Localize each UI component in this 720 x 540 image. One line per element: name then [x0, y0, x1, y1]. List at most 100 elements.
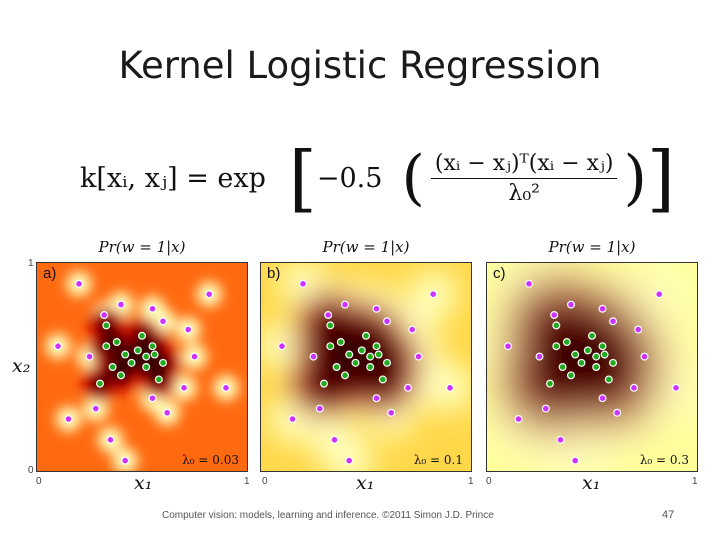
class0-point: [504, 342, 513, 351]
class1-point: [102, 342, 111, 351]
class0-point: [571, 456, 580, 465]
class1-point: [577, 358, 586, 367]
left-paren: (: [382, 143, 425, 213]
class0-point: [288, 415, 297, 424]
panel-a-x-label: x₁: [134, 472, 153, 494]
class1-point: [604, 375, 613, 384]
class1-point: [372, 342, 381, 351]
slide-footer: Computer vision: models, learning and in…: [162, 510, 494, 521]
class0-point: [613, 408, 622, 417]
panel-b: b) λ₀ = 0.1: [260, 262, 472, 472]
panel-c-x-tick-1: 1: [692, 476, 698, 487]
panel-a-title: Pr(w = 1|x): [98, 238, 186, 256]
class0-point: [640, 352, 649, 361]
class1-point: [608, 358, 617, 367]
class0-point: [330, 435, 339, 444]
y-tick-bottom: 0: [28, 465, 34, 476]
class1-point: [583, 346, 592, 355]
panel-c-x-tick-0: 0: [486, 476, 492, 487]
panel-c-label: c): [493, 265, 506, 282]
panel-b-label: b): [267, 265, 281, 282]
class1-point: [340, 371, 349, 380]
class1-point: [345, 350, 354, 359]
class1-point: [150, 350, 159, 359]
class0-point: [345, 456, 354, 465]
class1-point: [357, 346, 366, 355]
page-number: 47: [662, 509, 675, 521]
class0-point: [556, 435, 565, 444]
panel-a-plot: [37, 263, 247, 471]
class1-point: [592, 362, 601, 371]
left-bracket: [: [265, 136, 317, 220]
class0-point: [91, 404, 100, 413]
class1-point: [95, 379, 104, 388]
panel-a-lambda: λ₀ = 0.03: [182, 453, 239, 467]
panel-b-x-tick-0: 0: [262, 476, 268, 487]
class0-point: [85, 352, 94, 361]
class1-point: [366, 352, 375, 361]
class1-point: [374, 350, 383, 359]
class0-point: [158, 317, 167, 326]
class1-point: [121, 350, 130, 359]
class1-point: [552, 342, 561, 351]
equation-fraction: (xᵢ − xⱼ)ᵀ(xᵢ − xⱼ) λ₀²: [430, 151, 618, 206]
class0-point: [205, 290, 214, 299]
class0-point: [634, 325, 643, 334]
class0-point: [514, 415, 523, 424]
class0-point: [148, 394, 157, 403]
class0-point: [106, 435, 115, 444]
class0-point: [541, 404, 550, 413]
equation-numerator: (xᵢ − xⱼ)ᵀ(xᵢ − xⱼ): [430, 151, 618, 179]
right-paren: ): [623, 143, 647, 213]
class0-point: [672, 383, 681, 392]
class1-point: [598, 342, 607, 351]
class1-point: [366, 362, 375, 371]
class0-point: [655, 290, 664, 299]
panel-b-lambda: λ₀ = 0.1: [413, 453, 463, 467]
panel-a: a) λ₀ = 0.03: [36, 262, 248, 472]
class0-point: [64, 415, 73, 424]
slide-title: Kernel Logistic Regression: [118, 44, 602, 87]
class0-point: [630, 383, 639, 392]
class1-point: [332, 362, 341, 371]
panel-a-x-tick-0: 0: [36, 476, 42, 487]
class1-point: [142, 352, 151, 361]
class0-point: [184, 325, 193, 334]
equation-lhs: k[xᵢ, xⱼ] = exp: [80, 162, 266, 194]
class1-point: [336, 338, 345, 347]
class0-point: [598, 304, 607, 313]
class1-point: [571, 350, 580, 359]
class0-point: [190, 352, 199, 361]
class1-point: [600, 350, 609, 359]
class0-point: [100, 310, 109, 319]
panel-a-x-tick-1: 1: [244, 476, 250, 487]
class0-point: [414, 352, 423, 361]
class0-point: [446, 383, 455, 392]
class0-point: [387, 408, 396, 417]
class0-point: [74, 279, 83, 288]
class0-point: [148, 304, 157, 313]
panel-c-lambda: λ₀ = 0.3: [639, 453, 689, 467]
panel-b-plot: [261, 263, 471, 471]
class0-point: [372, 394, 381, 403]
class0-point: [566, 300, 575, 309]
class0-point: [429, 290, 438, 299]
class1-point: [326, 342, 335, 351]
class0-point: [382, 317, 391, 326]
class1-point: [587, 331, 596, 340]
class1-point: [116, 371, 125, 380]
equation-denominator: λ₀²: [508, 180, 540, 206]
class0-point: [550, 310, 559, 319]
class0-point: [324, 310, 333, 319]
class0-point: [608, 317, 617, 326]
class0-point: [54, 342, 63, 351]
class0-point: [121, 456, 130, 465]
class1-point: [148, 342, 157, 351]
class1-point: [158, 358, 167, 367]
class1-point: [351, 358, 360, 367]
class0-point: [404, 383, 413, 392]
class0-point: [298, 279, 307, 288]
class0-point: [163, 408, 172, 417]
class1-point: [102, 321, 111, 330]
class1-point: [133, 346, 142, 355]
